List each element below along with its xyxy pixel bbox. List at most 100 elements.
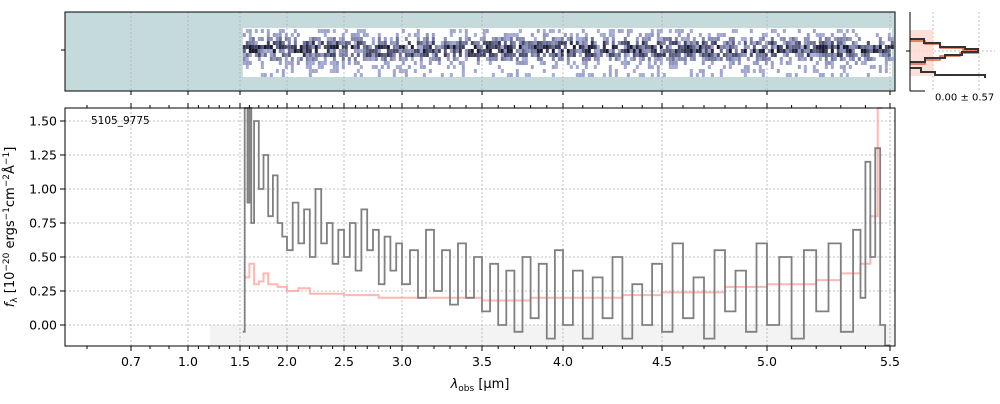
y-axis: 0.000.250.500.751.001.251.50	[29, 114, 65, 333]
spectrum-2d-pixel	[675, 61, 678, 65]
spectrum-2d-pixel	[585, 57, 588, 61]
spectrum-2d-pixel	[567, 49, 570, 53]
spectrum-2d-pixel	[618, 57, 621, 61]
spectrum-2d-pixel	[555, 37, 558, 41]
spectrum-2d-pixel	[255, 29, 258, 33]
spectrum-2d-pixel	[831, 41, 834, 45]
spectrum-2d-pixel	[774, 45, 777, 49]
spectrum-2d-pixel	[570, 37, 573, 41]
spectrum-2d-pixel	[582, 73, 585, 77]
spectrum-2d-pixel	[288, 45, 291, 49]
spectrum-2d-pixel	[279, 57, 282, 61]
spectrum-2d-pixel	[885, 53, 888, 57]
spectrum-2d-pixel	[711, 45, 714, 49]
spectrum-2d-pixel	[648, 33, 651, 37]
spectrum-2d-pixel	[354, 73, 357, 77]
x-label-symbol: λ	[450, 377, 459, 392]
spectrum-2d-pixel	[690, 57, 693, 61]
spectrum-2d-pixel	[681, 37, 684, 41]
spectrum-2d-pixel	[711, 37, 714, 41]
spectrum-2d-pixel	[588, 45, 591, 49]
spectrum-2d-pixel	[279, 33, 282, 37]
spectrum-2d-pixel	[312, 53, 315, 57]
spectrum-2d-pixel	[441, 45, 444, 49]
spectrum-2d-pixel	[372, 49, 375, 53]
spectrum-2d-pixel	[729, 61, 732, 65]
spectrum-2d-pixel	[759, 37, 762, 41]
spectrum-2d-pixel	[819, 37, 822, 41]
spectrum-2d-pixel	[318, 53, 321, 57]
spectrum-2d-pixel	[657, 69, 660, 73]
spectrum-2d-pixel	[804, 41, 807, 45]
spectrum-2d-pixel	[846, 61, 849, 65]
spectrum-2d-pixel	[354, 41, 357, 45]
spectrum-2d-pixel	[657, 53, 660, 57]
spectrum-2d-pixel	[294, 37, 297, 41]
spectrum-2d-pixel	[288, 41, 291, 45]
spectrum-2d-pixel	[633, 45, 636, 49]
spectrum-2d-pixel	[747, 57, 750, 61]
spectrum-2d-pixel	[594, 65, 597, 69]
spectrum-2d-pixel	[690, 45, 693, 49]
spectrum-2d-pixel	[534, 49, 537, 53]
spectrum-2d-pixel	[273, 33, 276, 37]
spectrum-2d-pixel	[663, 37, 666, 41]
spectrum-2d-pixel	[609, 49, 612, 53]
spectrum-2d-pixel	[267, 41, 270, 45]
spectrum-2d-pixel	[864, 61, 867, 65]
spectrum-2d-pixel	[849, 49, 852, 53]
spectrum-2d-pixel	[714, 53, 717, 57]
spectrum-2d-pixel	[819, 41, 822, 45]
spectrum-2d-pixel	[792, 37, 795, 41]
spectrum-2d-pixel	[399, 65, 402, 69]
spectrum-2d-pixel	[465, 49, 468, 53]
spectrum-2d-pixel	[771, 37, 774, 41]
spectrum-2d-pixel	[477, 61, 480, 65]
spectrum-2d-pixel	[531, 53, 534, 57]
spectrum-2d-pixel	[468, 49, 471, 53]
spectrum-2d-pixel	[246, 53, 249, 57]
spectrum-2d-pixel	[864, 45, 867, 49]
spectrum-2d-pixel	[879, 45, 882, 49]
spectrum-2d-pixel	[300, 45, 303, 49]
spectrum-2d-pixel	[681, 57, 684, 61]
spectrum-2d-pixel	[798, 45, 801, 49]
spectrum-2d-pixel	[591, 53, 594, 57]
spectrum-2d-pixel	[768, 41, 771, 45]
spectrum-2d-pixel	[837, 49, 840, 53]
spectrum-2d-pixel	[711, 53, 714, 57]
spectrum-2d-pixel	[597, 57, 600, 61]
spectrum-2d-pixel	[270, 37, 273, 41]
spectrum-2d-pixel	[615, 57, 618, 61]
spectrum-2d-pixel	[852, 49, 855, 53]
spectrum-2d-pixel	[303, 53, 306, 57]
spectrum-2d-pixel	[486, 41, 489, 45]
spectrum-2d-pixel	[807, 45, 810, 49]
spectrum-2d-pixel	[729, 57, 732, 61]
spectrum-2d-pixel	[774, 53, 777, 57]
spectrum-2d-pixel	[324, 33, 327, 37]
spectrum-2d-pixel	[315, 49, 318, 53]
spectrum-2d-pixel	[543, 29, 546, 33]
spectrum-2d-pixel	[426, 45, 429, 49]
spectrum-2d-pixel	[609, 53, 612, 57]
spectrum-2d-pixel	[753, 61, 756, 65]
spectrum-2d-pixel	[531, 49, 534, 53]
spectrum-2d-pixel	[393, 57, 396, 61]
spectrum-2d-pixel	[582, 41, 585, 45]
spectrum-2d-pixel	[630, 29, 633, 33]
y-axis-label: fλ [10−20 ergs−1cm−2Å−1]	[2, 147, 20, 308]
spectrum-2d-pixel	[576, 65, 579, 69]
spectrum-2d-pixel	[771, 45, 774, 49]
spectrum-2d-pixel	[474, 41, 477, 45]
spectrum-2d-pixel	[543, 53, 546, 57]
spectrum-2d-pixel	[630, 45, 633, 49]
spectrum-2d-pixel	[741, 49, 744, 53]
spectrum-2d-pixel	[762, 57, 765, 61]
x-tick-label: 4.0	[553, 354, 573, 369]
spectrum-2d-pixel	[357, 49, 360, 53]
spectrum-2d-pixel	[744, 41, 747, 45]
spectrum-2d-pixel	[693, 45, 696, 49]
spectrum-2d-pixel	[459, 41, 462, 45]
spectrum-2d-pixel	[702, 69, 705, 73]
